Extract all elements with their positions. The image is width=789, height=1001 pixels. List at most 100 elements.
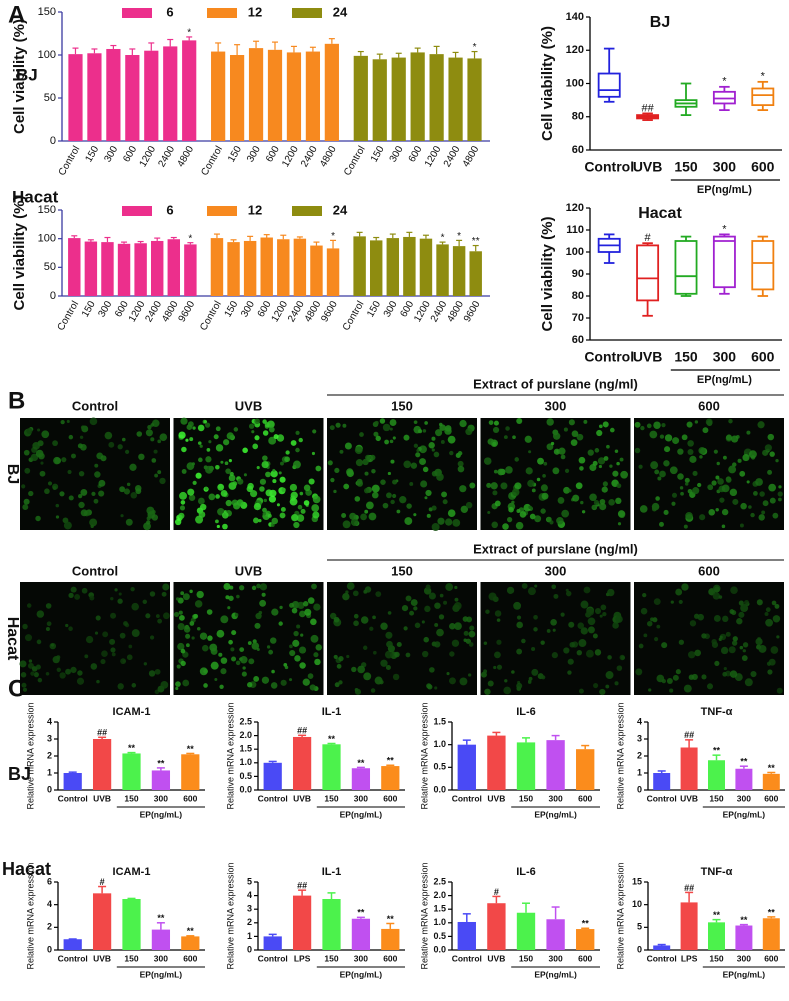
cell — [502, 523, 509, 530]
x-tick-label: 150 — [709, 953, 723, 963]
cell — [68, 434, 74, 440]
cell — [360, 513, 367, 521]
y-tick-label: 120 — [566, 202, 584, 214]
cell — [453, 602, 462, 610]
cell — [224, 461, 229, 466]
cell — [496, 639, 502, 645]
cell — [449, 651, 455, 657]
cell — [434, 622, 439, 627]
cell — [262, 507, 267, 513]
cell — [459, 485, 467, 493]
bar — [653, 945, 671, 950]
cell — [229, 471, 234, 477]
cell — [350, 518, 359, 527]
cell — [516, 648, 523, 655]
cell — [157, 618, 163, 624]
cell — [297, 601, 305, 610]
cell — [608, 499, 615, 506]
cell — [567, 658, 574, 665]
significance: * — [457, 231, 461, 242]
cell — [597, 457, 606, 465]
cell — [295, 430, 300, 435]
x-axis-label: EP(ng/mL) — [534, 969, 577, 979]
cell — [431, 470, 438, 477]
x-tick-label: 600 — [183, 793, 197, 803]
cell — [369, 626, 374, 631]
cell — [717, 478, 724, 485]
cell — [178, 610, 183, 615]
cell — [228, 474, 236, 482]
cell — [664, 434, 673, 442]
bar — [546, 919, 565, 950]
x-tick-label: Control — [258, 953, 288, 963]
bar — [487, 735, 506, 790]
bar — [762, 773, 780, 790]
cell — [150, 423, 155, 427]
cell — [556, 517, 564, 525]
cell — [738, 600, 744, 606]
cell — [516, 682, 523, 689]
x-tick-label: Control — [198, 299, 224, 332]
cell — [452, 518, 461, 527]
x-axis-label: EP(ng/mL) — [140, 809, 183, 819]
y-tick-label: 80 — [572, 290, 584, 302]
cell — [581, 510, 586, 514]
cell — [687, 449, 694, 456]
cell — [439, 424, 446, 431]
y-tick-label: 70 — [572, 312, 584, 324]
bar — [263, 762, 282, 790]
cell — [298, 437, 303, 443]
cell — [63, 521, 72, 530]
cell — [192, 480, 197, 485]
cell — [136, 431, 143, 437]
cell — [120, 514, 124, 518]
bar — [68, 238, 81, 296]
cell — [459, 677, 468, 686]
cell — [21, 484, 26, 489]
cell — [778, 485, 782, 489]
cell — [261, 592, 266, 597]
x-tick-label: UVB — [487, 953, 505, 963]
cell — [504, 679, 508, 683]
cell — [762, 500, 769, 507]
cell — [380, 479, 386, 485]
cell — [202, 644, 209, 652]
bar — [150, 240, 164, 296]
cell — [198, 511, 206, 518]
cell — [268, 426, 275, 433]
cell — [259, 478, 267, 485]
cell — [503, 435, 508, 440]
cell — [180, 648, 186, 654]
x-tick-label: UVB — [633, 349, 663, 365]
x-tick-label: 150 — [83, 144, 101, 164]
cell — [24, 467, 31, 474]
legend-label: 24 — [333, 4, 348, 19]
cell — [746, 430, 751, 435]
cell — [387, 471, 391, 476]
cell — [28, 490, 34, 497]
cell — [599, 503, 607, 511]
x-tick-label: UVB — [487, 793, 505, 803]
cell — [22, 687, 28, 692]
x-tick-label: 150 — [324, 953, 338, 963]
cell — [293, 630, 299, 637]
micrograph — [20, 582, 170, 695]
x-tick-label: 4800 — [175, 144, 196, 169]
cell — [521, 583, 528, 589]
bar — [369, 240, 383, 296]
y-tick-label: 0.5 — [433, 931, 446, 941]
cell — [35, 515, 41, 522]
cell — [593, 499, 600, 506]
cell — [134, 485, 142, 492]
cell — [465, 501, 473, 509]
x-tick-label: 300 — [102, 144, 120, 164]
cell — [767, 669, 773, 675]
cell — [744, 678, 753, 687]
cell — [375, 591, 382, 598]
bar — [708, 922, 725, 950]
cell — [131, 683, 137, 688]
chart-title: ICAM-1 — [113, 866, 151, 878]
y-axis-label: Relative mRNA expression — [225, 702, 235, 809]
cell — [68, 626, 73, 632]
cell — [776, 635, 780, 639]
